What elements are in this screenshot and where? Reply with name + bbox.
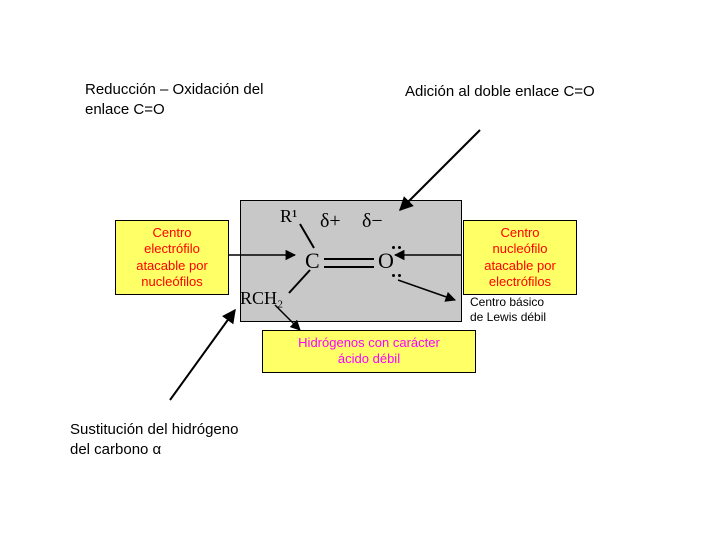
box-electrofilo: Centroelectrófiloatacable pornucleófilos <box>115 220 229 295</box>
double-bond-bot <box>324 266 374 268</box>
arrow-sustitucion <box>170 310 235 400</box>
atom-c: C <box>305 248 320 274</box>
lone-pair-dot <box>398 274 401 277</box>
delta-minus: δ− <box>362 210 383 233</box>
arrow-adicion <box>400 130 480 210</box>
lone-pair-dot <box>392 274 395 277</box>
box-nucleofilo: Centronucleófiloatacable porelectrófilos <box>463 220 577 295</box>
caption-sustitucion: Sustitución del hidrógenodel carbono α <box>70 420 238 461</box>
delta-plus: δ+ <box>320 210 341 233</box>
double-bond-top <box>324 258 374 260</box>
lone-pair-dot <box>392 246 395 249</box>
note-lewis: Centro básicode Lewis débil <box>470 295 546 325</box>
title-adicion: Adición al doble enlace C=O <box>405 82 595 102</box>
label-r1: R¹ <box>280 206 297 227</box>
lone-pair-dot <box>398 246 401 249</box>
box-hidrogenos: Hidrógenos con carácterácido débil <box>262 330 476 373</box>
label-rch2: RCH₂ <box>240 288 283 309</box>
atom-o: O <box>378 248 394 274</box>
title-redox: Reducción – Oxidación delenlace C=O <box>85 80 263 121</box>
